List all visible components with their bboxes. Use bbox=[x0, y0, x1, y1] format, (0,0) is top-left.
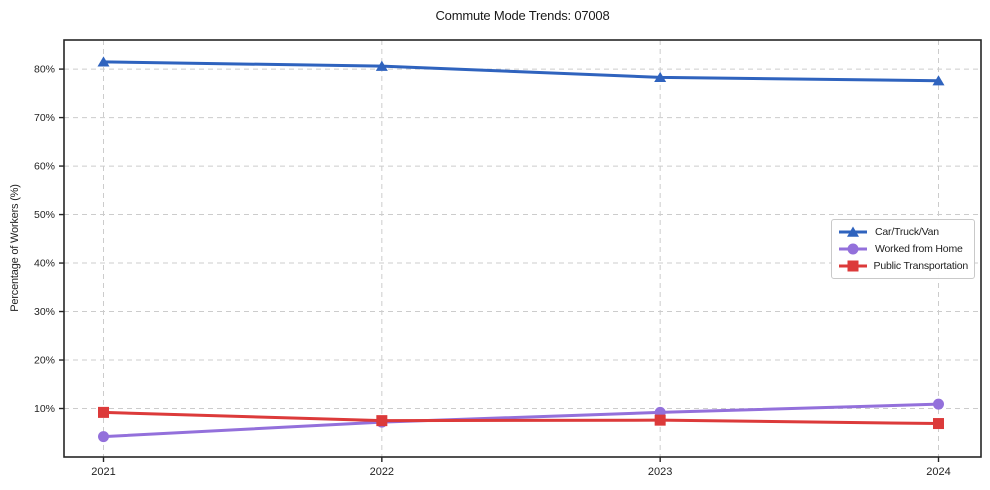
y-tick-label: 70% bbox=[34, 112, 55, 124]
x-tick-label: 2021 bbox=[91, 466, 115, 478]
axis-ticks bbox=[59, 68, 940, 462]
triangle-marker bbox=[97, 56, 110, 67]
y-tick-label: 50% bbox=[34, 209, 55, 221]
square-marker bbox=[847, 260, 859, 272]
worked-from-home-legend-marker bbox=[839, 243, 867, 255]
public-transportation-legend-marker bbox=[839, 260, 867, 272]
legend-item-public-transportation: Public Transportation bbox=[838, 258, 968, 274]
square-marker bbox=[933, 418, 944, 430]
series-public-transportation bbox=[98, 406, 944, 430]
legend-item-worked-from-home: Worked from Home bbox=[838, 241, 968, 257]
series-car-truck-van bbox=[97, 56, 945, 86]
circle-marker bbox=[847, 243, 859, 255]
chart-title: Commute Mode Trends: 07008 bbox=[435, 8, 610, 23]
x-tick-label: 2024 bbox=[926, 466, 950, 478]
triangle-marker bbox=[654, 71, 667, 83]
y-tick-label: 80% bbox=[34, 64, 55, 76]
square-marker bbox=[376, 415, 388, 427]
series-line bbox=[102, 402, 940, 439]
x-tick-label: 2023 bbox=[648, 466, 672, 478]
axis-tick-labels: 10% 20% 30% 40% 50% 60% 70% 80% 2021 2022 2023 2024 bbox=[34, 64, 951, 478]
series-line bbox=[102, 410, 940, 426]
car-truck-van-legend-marker bbox=[839, 226, 867, 237]
circle-marker bbox=[933, 398, 944, 410]
y-tick-label: 20% bbox=[34, 355, 55, 367]
axes-frame bbox=[63, 39, 982, 458]
legend-label: Car/Truck/Van bbox=[875, 225, 939, 238]
legend-label: Worked from Home bbox=[875, 242, 963, 255]
y-tick-label: 60% bbox=[34, 161, 55, 173]
triangle-marker bbox=[932, 75, 945, 86]
legend: Car/Truck/Van Worked from Home Public Tran… bbox=[831, 219, 975, 279]
legend-item-car-truck-van: Car/Truck/Van bbox=[838, 224, 968, 240]
square-marker bbox=[98, 406, 109, 418]
x-tick-label: 2022 bbox=[370, 466, 394, 478]
y-tick-label: 30% bbox=[34, 306, 55, 318]
triangle-marker bbox=[847, 226, 859, 237]
circle-marker bbox=[98, 431, 109, 443]
legend-label: Public Transportation bbox=[873, 260, 969, 273]
triangle-marker bbox=[375, 60, 388, 71]
series-line bbox=[102, 60, 940, 83]
y-tick-label: 40% bbox=[34, 258, 55, 270]
y-tick-label: 10% bbox=[34, 403, 55, 415]
square-marker bbox=[654, 414, 666, 426]
